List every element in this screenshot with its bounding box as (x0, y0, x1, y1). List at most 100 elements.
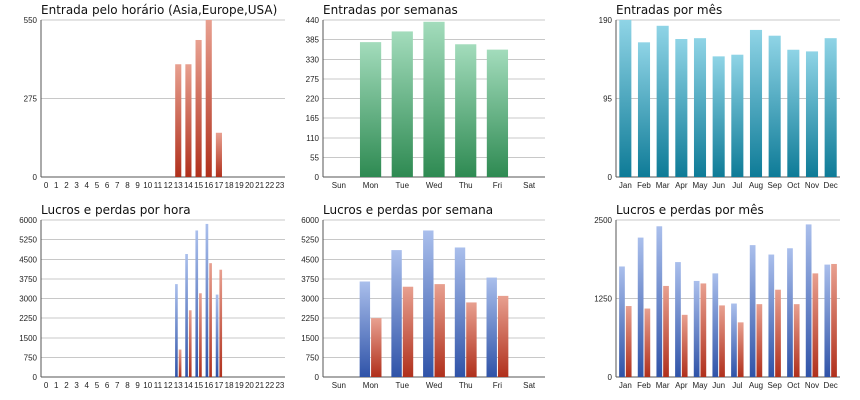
bar (185, 254, 188, 377)
x-tick-label: 23 (275, 181, 284, 190)
chart-title: Lucros e perdas por mês (616, 203, 764, 217)
bar (209, 263, 212, 377)
x-tick-label: 14 (184, 181, 193, 190)
chart-title: Entradas por semanas (323, 3, 458, 17)
x-tick-label: Tue (396, 381, 410, 390)
chart-title: Entrada pelo horário (Asia,Europe,USA) (41, 3, 277, 17)
x-tick-label: 11 (154, 381, 163, 390)
bar (749, 29, 763, 178)
bar (731, 54, 744, 177)
x-tick-label: 3 (74, 181, 79, 190)
x-tick-label: 18 (225, 181, 234, 190)
chart-panel: Entradas por semanas 0 55 110 165 220 275 330 38… (306, 3, 545, 190)
x-tick-label: 22 (265, 381, 274, 390)
y-tick-label: 275 (306, 75, 320, 84)
x-tick-label: Thu (459, 181, 473, 190)
y-tick-label: 95 (603, 95, 612, 104)
bar (805, 51, 819, 177)
y-tick-label: 1250 (594, 295, 612, 304)
x-tick-label: Oct (787, 381, 800, 390)
y-tick-label: 3000 (301, 295, 319, 304)
x-tick-label: 6 (105, 381, 110, 390)
x-tick-label: Jul (732, 181, 742, 190)
x-tick-label: Dec (824, 181, 838, 190)
chart-title: Lucros e perdas por semana (323, 203, 493, 217)
y-tick-label: 0 (608, 373, 613, 382)
bar (455, 44, 477, 177)
bar (824, 264, 831, 377)
bar (737, 322, 744, 377)
x-tick-label: Tue (396, 181, 410, 190)
y-tick-label: 750 (306, 353, 320, 362)
x-tick-label: 9 (135, 381, 140, 390)
y-tick-label: 4500 (301, 255, 319, 264)
x-tick-label: 19 (235, 181, 244, 190)
x-tick-label: 0 (44, 181, 49, 190)
y-tick-label: 0 (315, 373, 320, 382)
x-tick-label: 7 (115, 181, 120, 190)
x-tick-label: Aug (749, 181, 763, 190)
y-tick-label: 2250 (19, 314, 37, 323)
y-tick-label: 4500 (19, 255, 37, 264)
x-tick-label: 22 (265, 181, 274, 190)
bar (637, 237, 644, 377)
x-tick-label: May (692, 381, 707, 390)
x-tick-label: Mon (363, 181, 379, 190)
x-tick-label: 15 (194, 181, 203, 190)
x-tick-label: Fri (493, 181, 503, 190)
x-tick-label: 0 (44, 381, 49, 390)
bar (486, 277, 497, 377)
x-tick-label: Nov (805, 381, 819, 390)
y-tick-label: 1500 (301, 334, 319, 343)
x-tick-label: 10 (143, 181, 152, 190)
bar (486, 49, 509, 178)
x-tick-label: 16 (204, 381, 213, 390)
x-tick-label: Feb (637, 381, 651, 390)
chart-panel: Entrada pelo horário (Asia,Europe,USA) 0 2… (24, 3, 285, 190)
y-tick-label: 750 (24, 353, 38, 362)
y-tick-label: 5250 (19, 236, 37, 245)
bar (712, 56, 725, 177)
bar (205, 223, 209, 377)
bar (625, 306, 632, 377)
bar (175, 64, 182, 177)
bar (768, 35, 781, 178)
x-tick-label: 17 (214, 181, 223, 190)
bar (215, 294, 219, 377)
y-tick-label: 550 (24, 16, 38, 25)
bar (188, 310, 192, 377)
bar (391, 250, 402, 377)
bar (805, 224, 812, 377)
bar (359, 281, 371, 377)
y-tick-label: 5250 (301, 236, 319, 245)
bar (391, 31, 413, 177)
bar (619, 20, 632, 177)
bar (371, 318, 382, 377)
x-tick-label: 5 (95, 181, 100, 190)
x-tick-label: Thu (459, 381, 473, 390)
x-tick-label: 1 (54, 381, 59, 390)
x-tick-label: 21 (255, 381, 264, 390)
chart-panel: Entradas por mês 0 95 190 Jan Feb Mar Apr May Jun… (599, 3, 840, 190)
x-tick-label: Nov (805, 181, 819, 190)
bar (205, 20, 212, 177)
x-tick-label: 8 (125, 381, 130, 390)
x-tick-label: Sun (332, 181, 346, 190)
bar (215, 132, 222, 177)
x-tick-label: 4 (85, 381, 90, 390)
x-tick-label: 12 (164, 381, 173, 390)
x-tick-label: 8 (125, 181, 130, 190)
bar (195, 39, 202, 178)
x-tick-label: 19 (235, 381, 244, 390)
bar (454, 247, 466, 377)
x-tick-label: 14 (184, 381, 193, 390)
x-tick-label: Sat (523, 181, 536, 190)
x-tick-label: Mar (656, 381, 670, 390)
y-tick-label: 110 (306, 134, 319, 143)
bar (787, 248, 793, 377)
chart-panel: Lucros e perdas por semana 0 750 1500 2250 30… (301, 203, 545, 390)
bar (402, 286, 414, 377)
x-tick-label: Feb (637, 181, 651, 190)
x-tick-label: 5 (95, 381, 100, 390)
